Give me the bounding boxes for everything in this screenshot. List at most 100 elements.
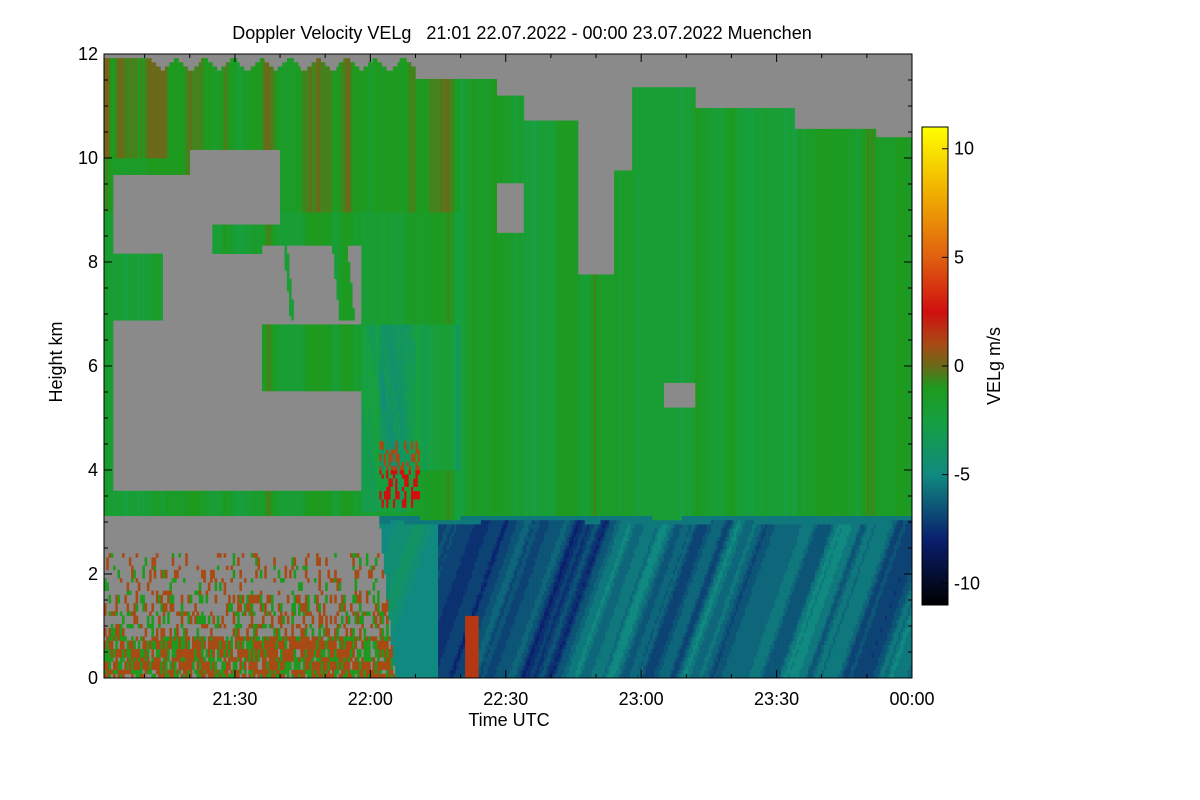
- heatmap-cell: [259, 640, 263, 658]
- heatmap-cell: [291, 623, 294, 662]
- heatmap-cell: [887, 644, 890, 654]
- heatmap-cell: [325, 657, 328, 670]
- heatmap-cell: [438, 619, 441, 666]
- heatmap-cell: [645, 644, 649, 654]
- heatmap-cell: [661, 653, 665, 666]
- heatmap-cell: [656, 574, 660, 596]
- heatmap-cell: [458, 657, 461, 662]
- heatmap-cell: [571, 519, 574, 525]
- heatmap-cell: [711, 108, 714, 517]
- heatmap-cell: [783, 665, 786, 675]
- heatmap-cell: [627, 540, 631, 571]
- heatmap-cell: [347, 58, 351, 213]
- heatmap-cell: [474, 515, 477, 525]
- heatmap-cell: [598, 569, 601, 583]
- heatmap-cell: [744, 544, 748, 554]
- heatmap-cell: [225, 636, 229, 650]
- heatmap-cell: [763, 536, 766, 558]
- heatmap-cell: [334, 553, 337, 558]
- heatmap-cell: [383, 212, 387, 325]
- heatmap-cell: [151, 62, 154, 159]
- heatmap-cell: [512, 515, 516, 521]
- heatmap-cell: [828, 536, 832, 550]
- heatmap-cell: [329, 324, 333, 392]
- heatmap-cell: [505, 515, 509, 521]
- heatmap-cell: [555, 557, 558, 571]
- heatmap-cell: [519, 557, 522, 566]
- heatmap-cell: [717, 582, 721, 596]
- heatmap-cell: [370, 511, 373, 517]
- heatmap-cell: [207, 657, 211, 662]
- heatmap-cell: [589, 515, 592, 525]
- heatmap-cell: [372, 611, 376, 616]
- heatmap-cell: [582, 628, 586, 650]
- heatmap-cell: [550, 120, 554, 517]
- heatmap-cell: [370, 461, 373, 475]
- heatmap-cell: [408, 212, 412, 325]
- heatmap-cell: [726, 607, 730, 621]
- heatmap-cell: [528, 619, 531, 633]
- heatmap-cell: [842, 619, 845, 662]
- heatmap-cell: [365, 661, 369, 678]
- heatmap-cell: [325, 490, 328, 517]
- heatmap-cell: [675, 569, 678, 579]
- heatmap-cell: [864, 607, 868, 612]
- heatmap-cell: [374, 395, 378, 400]
- heatmap-cell: [562, 619, 565, 629]
- heatmap-cell: [480, 640, 484, 662]
- heatmap-cell: [417, 212, 421, 325]
- heatmap-cell: [898, 515, 902, 521]
- heatmap-cell: [334, 661, 337, 670]
- heatmap-cell: [449, 212, 452, 325]
- heatmap-cell: [659, 657, 662, 670]
- heatmap-cell: [406, 370, 409, 379]
- heatmap-cell: [257, 62, 261, 150]
- heatmap-cell: [679, 407, 683, 521]
- heatmap-cell: [842, 524, 845, 550]
- heatmap-cell: [162, 569, 166, 579]
- heatmap-cell: [413, 578, 416, 678]
- heatmap-cell: [566, 661, 570, 675]
- heatmap-cell: [361, 386, 364, 400]
- heatmap-cell: [293, 569, 297, 579]
- heatmap-cell: [693, 532, 696, 562]
- heatmap-cell: [379, 669, 382, 675]
- heatmap-cell: [729, 565, 732, 587]
- heatmap-cell: [232, 594, 236, 604]
- heatmap-cell: [754, 515, 757, 529]
- heatmap-cell: [219, 648, 222, 658]
- heatmap-cell: [523, 665, 527, 670]
- heatmap-cell: [842, 669, 845, 678]
- heatmap-cell: [386, 445, 389, 450]
- heatmap-cell: [117, 594, 121, 604]
- heatmap-cell: [742, 615, 746, 678]
- heatmap-cell: [232, 611, 236, 625]
- heatmap-cell: [352, 212, 355, 246]
- heatmap-cell: [377, 623, 380, 629]
- heatmap-cell: [855, 532, 859, 537]
- heatmap-cell: [381, 603, 385, 612]
- heatmap-cell: [568, 623, 572, 633]
- heatmap-cell: [602, 540, 606, 558]
- heatmap-cell: [259, 490, 263, 517]
- heatmap-cell: [361, 657, 364, 678]
- heatmap-cell: [469, 515, 473, 525]
- heatmap-cell: [234, 657, 238, 662]
- heatmap-cell: [724, 519, 728, 525]
- heatmap-cell: [284, 611, 288, 616]
- heatmap-cell: [787, 524, 791, 562]
- heatmap-cell: [833, 128, 836, 517]
- heatmap-cell: [754, 544, 757, 554]
- heatmap-cell: [690, 632, 694, 637]
- heatmap-cell: [261, 623, 265, 629]
- heatmap-cell: [625, 515, 628, 529]
- heatmap-cell: [223, 673, 227, 678]
- heatmap-cell: [751, 549, 755, 558]
- heatmap-cell: [559, 120, 563, 517]
- heatmap-cell: [722, 619, 725, 633]
- heatmap-cell: [458, 607, 461, 646]
- heatmap-cell: [108, 553, 112, 558]
- heatmap-cell: [386, 549, 389, 600]
- heatmap-cell: [164, 66, 168, 159]
- heatmap-cell: [489, 661, 493, 678]
